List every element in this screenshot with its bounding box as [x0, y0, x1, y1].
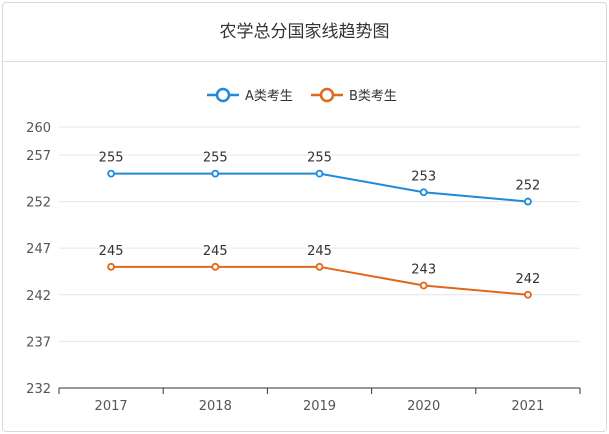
data-label: 255 [307, 151, 332, 166]
data-point[interactable] [107, 262, 115, 271]
data-label: 245 [203, 244, 228, 259]
x-tick-label: 2018 [199, 399, 232, 414]
y-tick-label: 232 [26, 382, 51, 397]
data-point[interactable] [524, 290, 532, 299]
y-tick-label: 247 [26, 242, 51, 257]
y-tick-label: 252 [26, 196, 51, 211]
data-point[interactable] [315, 262, 324, 271]
y-tick-label: 260 [26, 121, 51, 136]
data-label: 255 [99, 151, 124, 166]
data-point[interactable] [524, 197, 532, 206]
legend-label[interactable]: B类考生 [349, 89, 397, 104]
data-label: 255 [203, 151, 228, 166]
line-chart: 232 237 242 247 252 257 260 2017 2018 2019 2020 202… [26, 87, 581, 414]
legend-label[interactable]: A类考生 [245, 89, 293, 104]
y-tick-label: 242 [26, 289, 51, 304]
series-line [111, 265, 528, 296]
x-tick-label: 2021 [511, 399, 544, 414]
data-label: 243 [411, 262, 436, 277]
data-label: 245 [307, 244, 332, 259]
data-point[interactable] [211, 262, 220, 271]
data-point[interactable] [211, 169, 220, 178]
data-point[interactable] [419, 188, 428, 197]
y-tick-label: 237 [26, 335, 51, 350]
chart-title: 农学总分国家线趋势图 [3, 3, 606, 62]
data-label: 245 [99, 244, 124, 259]
data-label: 242 [515, 272, 540, 287]
data-label: 253 [411, 169, 436, 184]
data-point[interactable] [419, 281, 428, 290]
data-point[interactable] [107, 169, 115, 178]
legend-swatch-marker [215, 87, 231, 103]
y-tick-label: 257 [26, 149, 51, 164]
x-tick-label: 2017 [95, 399, 128, 414]
x-tick-label: 2019 [303, 399, 336, 414]
x-tick-label: 2020 [407, 399, 440, 414]
legend-swatch-marker [319, 87, 335, 103]
data-label: 252 [515, 179, 540, 194]
data-point[interactable] [315, 169, 324, 178]
series-line [111, 172, 528, 203]
